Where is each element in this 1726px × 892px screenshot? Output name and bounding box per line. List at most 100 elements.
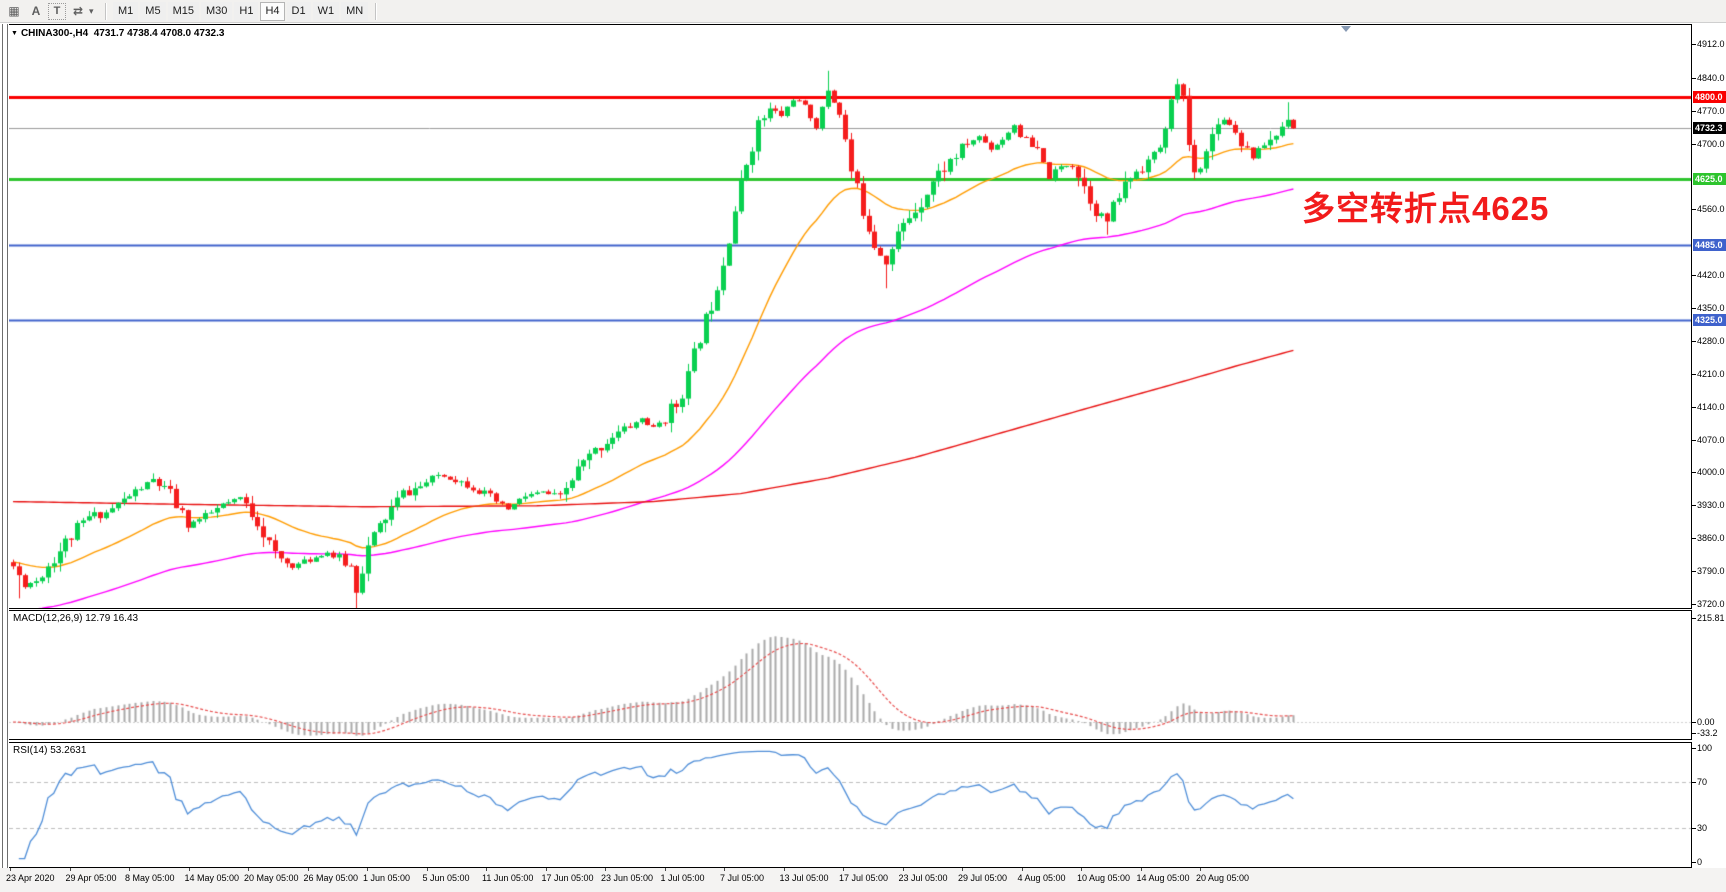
date-label: 1 Jun 05:00 — [363, 873, 411, 883]
timeframe-m15-button[interactable]: M15 — [167, 1, 199, 21]
main-chart-canvas[interactable] — [9, 25, 1691, 608]
date-tickmark — [248, 868, 249, 871]
date-tickmark — [367, 868, 368, 871]
y-axis-tickmark — [1692, 340, 1696, 342]
timeframe-w1-button[interactable]: W1 — [312, 1, 340, 21]
y-axis-tickmark — [1692, 209, 1696, 211]
date-tickmark — [843, 868, 844, 871]
y-axis-tick: 4560.0 — [1697, 204, 1725, 215]
date-tickmark — [962, 868, 963, 871]
date-label: 4 Aug 05:00 — [1017, 873, 1066, 883]
y-axis-tick: 4140.0 — [1697, 401, 1725, 412]
ohlc-values: 4731.7 4738.4 4708.0 4732.3 — [93, 28, 225, 39]
timeframe-m5-button[interactable]: M5 — [140, 1, 166, 21]
y-axis-tick: 4210.0 — [1697, 368, 1725, 379]
price-tag-4732.3: 4732.3 — [1693, 122, 1726, 135]
date-label: 29 Apr 05:00 — [65, 873, 117, 883]
y-axis-tick: 4000.0 — [1697, 467, 1725, 478]
macd-axis-tickmark — [1692, 733, 1696, 734]
date-tickmark — [664, 868, 666, 871]
rsi-axis-tickmark — [1692, 862, 1696, 863]
date-tickmark — [783, 868, 785, 871]
y-axis-tickmark — [1692, 505, 1696, 507]
rsi-axis-tick: 100 — [1697, 743, 1713, 753]
date-tickmark — [1081, 868, 1082, 871]
price-tag-4625.0: 4625.0 — [1693, 172, 1726, 185]
timeframe-d1-button[interactable]: D1 — [286, 1, 311, 21]
date-label: 8 May 05:00 — [125, 873, 175, 883]
toolbar-separator — [105, 2, 106, 20]
date-label: 20 May 05:00 — [244, 873, 299, 883]
window-left-border — [0, 24, 9, 868]
date-label: 14 Aug 05:00 — [1136, 873, 1190, 883]
y-axis-tickmark — [1692, 373, 1696, 375]
date-label: 1 Jul 05:00 — [660, 873, 705, 883]
y-axis-tick: 4912.0 — [1697, 39, 1725, 49]
date-tickmark — [10, 868, 11, 871]
rsi-canvas[interactable] — [9, 743, 1691, 867]
y-axis-tickmark — [1692, 472, 1696, 474]
rsi-axis-tickmark — [1692, 782, 1696, 784]
date-label: 11 Jun 05:00 — [482, 873, 534, 883]
date-tickmark — [605, 868, 606, 871]
y-axis-tickmark — [1692, 406, 1696, 408]
timeframe-m1-button[interactable]: M1 — [113, 1, 139, 21]
top-toolbar: ▦ A T ⇄ ▾ M1 M5 M15 M30 H1 H4 D1 W1 MN — [0, 0, 1726, 23]
rsi-axis-tick: 0 — [1697, 857, 1703, 867]
date-label: 13 Jul 05:00 — [779, 873, 829, 883]
dropdown-caret-icon[interactable]: ▾ — [89, 5, 94, 16]
date-label: 26 May 05:00 — [303, 873, 359, 883]
price-tag-4325.0: 4325.0 — [1693, 313, 1726, 326]
y-axis-tick: 3860.0 — [1697, 533, 1725, 544]
date-label: 10 Aug 05:00 — [1077, 873, 1131, 883]
price-tag-4485.0: 4485.0 — [1693, 238, 1726, 251]
date-tickmark — [545, 868, 547, 871]
macd-indicator-label: MACD(12,26,9) 12.79 16.43 — [13, 613, 139, 624]
y-axis-tick: 4070.0 — [1697, 434, 1725, 445]
timeframe-h4-button[interactable]: H4 — [260, 1, 285, 21]
chevron-down-icon[interactable]: ▼ — [11, 30, 18, 37]
chart-shift-marker-icon[interactable] — [1341, 26, 1351, 32]
date-label: 17 Jun 05:00 — [541, 873, 594, 883]
date-label: 23 Jul 05:00 — [898, 873, 948, 883]
y-axis-tick: 3790.0 — [1697, 566, 1725, 577]
date-label: 17 Jul 05:00 — [839, 873, 889, 883]
y-axis-tickmark — [1692, 275, 1696, 277]
macd-axis-tick: 215.81 — [1697, 612, 1725, 623]
y-axis-tick: 4350.0 — [1697, 303, 1725, 314]
rsi-panel — [9, 742, 1692, 868]
y-axis-tickmark — [1692, 143, 1696, 145]
cycle-arrows-icon[interactable]: ⇄ — [72, 4, 84, 18]
date-label: 5 Jun 05:00 — [422, 873, 470, 883]
macd-axis-tick: 0.00 — [1697, 717, 1715, 727]
date-tickmark — [1140, 868, 1142, 871]
date-tickmark — [69, 868, 71, 871]
y-axis-tick: 4700.0 — [1697, 138, 1725, 149]
date-tickmark — [902, 868, 904, 871]
font-a-icon[interactable]: A — [31, 4, 41, 18]
text-t-icon[interactable]: T — [48, 2, 66, 20]
time-axis[interactable]: 23 Apr 2020 29 Apr 05:00 8 May 05:00 14 May… — [0, 868, 1726, 892]
y-axis-tick: 4280.0 — [1697, 335, 1725, 346]
macd-canvas[interactable] — [9, 611, 1691, 739]
y-axis-tick: 3720.0 — [1697, 599, 1725, 609]
macd-panel — [9, 610, 1692, 740]
y-axis-tickmark — [1692, 538, 1696, 540]
grid-f-icon[interactable]: ▦ — [8, 4, 20, 18]
rsi-axis-tick: 70 — [1697, 777, 1708, 788]
y-axis-tickmark — [1692, 571, 1696, 573]
main-chart-panel — [9, 24, 1692, 609]
date-label: 14 May 05:00 — [184, 873, 240, 883]
price-annotation-text: 多空转折点4625 — [1302, 190, 1550, 227]
date-tickmark — [426, 868, 428, 871]
chart-title: ▼ CHINA300-,H4 4731.7 4738.4 4708.0 4732.… — [11, 28, 224, 39]
timeframe-mn-button[interactable]: MN — [341, 1, 369, 21]
y-axis-tickmark — [1692, 439, 1696, 441]
macd-axis-tickmark — [1692, 617, 1696, 619]
date-tickmark — [1200, 868, 1201, 871]
timeframe-m30-button[interactable]: M30 — [200, 1, 233, 21]
date-label: 23 Jun 05:00 — [601, 873, 654, 883]
timeframe-h1-button[interactable]: H1 — [234, 1, 259, 21]
y-axis-tick: 4840.0 — [1697, 72, 1725, 83]
y-axis-tick: 3930.0 — [1697, 500, 1725, 511]
